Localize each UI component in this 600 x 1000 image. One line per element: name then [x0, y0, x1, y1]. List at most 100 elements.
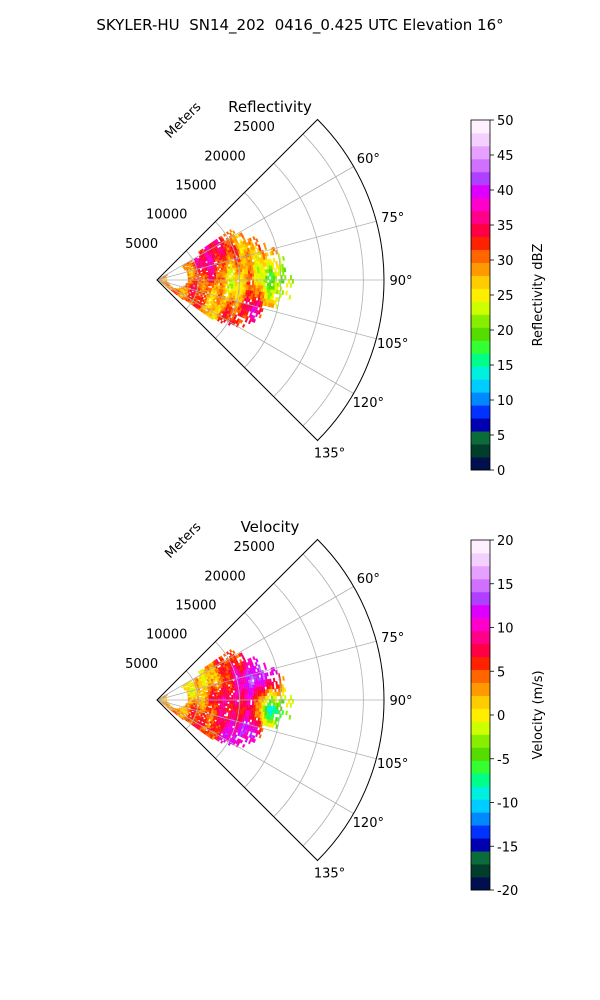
echo-cell [173, 290, 176, 292]
echo-cell [185, 710, 188, 713]
echo-cell [248, 262, 252, 266]
colorbar-swatch [471, 431, 490, 445]
echo-cell [275, 684, 279, 690]
echo-cell [261, 696, 264, 700]
echo-cell [266, 289, 269, 294]
echo-cell [271, 261, 275, 266]
range-tick-label: 5000 [125, 657, 158, 672]
echo-cell [182, 713, 185, 715]
echo-cell [187, 294, 191, 297]
echo-cell [178, 715, 181, 718]
echo-cell [165, 277, 167, 279]
echo-cell [169, 285, 172, 287]
echo-cell [231, 261, 234, 264]
echo-cell [262, 683, 265, 688]
echo-cell [201, 689, 205, 692]
echo-cell [252, 738, 256, 743]
echo-cell [214, 686, 218, 690]
echo-cell [208, 278, 211, 280]
echo-cell [219, 281, 222, 284]
echo-cell [238, 313, 242, 317]
echo-cell [202, 703, 205, 706]
echo-cell [230, 286, 234, 289]
echo-cell [213, 284, 217, 287]
echo-cell [199, 282, 202, 284]
echo-cell [176, 712, 179, 715]
echo-cell [202, 705, 205, 707]
echo-cell [210, 284, 213, 287]
echo-cell [262, 263, 265, 268]
echo-cell [175, 289, 178, 292]
echo-cell [239, 291, 242, 296]
echo-cell [212, 701, 215, 704]
echo-cell [254, 729, 258, 734]
echo-cell [177, 714, 180, 717]
echo-cell [168, 708, 170, 710]
range-axis-label: Meters [162, 100, 204, 142]
echo-cell [248, 295, 251, 300]
echo-cell [269, 678, 272, 683]
echo-cell [210, 276, 213, 279]
echo-cell [216, 281, 219, 284]
echo-cell [174, 711, 177, 714]
echo-cell [263, 692, 266, 697]
echo-cell [212, 685, 215, 688]
echo-cell [259, 288, 262, 293]
echo-cell [206, 314, 210, 317]
echo-cell [275, 264, 279, 270]
echo-cell [164, 282, 167, 284]
echo-cell [198, 298, 201, 301]
echo-cell [257, 273, 260, 277]
echo-cell [213, 736, 217, 740]
echo-cell [166, 703, 169, 705]
echo-cell [272, 685, 275, 690]
echo-cell [213, 708, 216, 711]
echo-cell [179, 290, 182, 292]
echo-cell [191, 296, 194, 299]
echo-cell [206, 695, 209, 697]
echo-cell [238, 716, 242, 721]
echo-cell [253, 270, 256, 274]
echo-cell [261, 715, 265, 720]
echo-cell [215, 286, 218, 289]
echo-cell [233, 713, 236, 717]
echo-cell [206, 693, 209, 696]
echo-cell [233, 711, 237, 715]
echo-cell [207, 690, 211, 693]
echo-cell [208, 273, 211, 276]
echo-cell [253, 687, 256, 692]
echo-cell [169, 289, 172, 291]
colorbar-tick-label: 30 [497, 254, 514, 269]
echo-cell [174, 292, 177, 295]
echo-cell [265, 695, 268, 700]
echo-cell [218, 275, 221, 279]
echo-cell [227, 283, 230, 287]
echo-cell [183, 715, 186, 718]
echo-cell [242, 743, 246, 748]
echo-cell [219, 689, 222, 693]
echo-cell [264, 302, 267, 307]
echo-cell [203, 698, 205, 700]
echo-cell [264, 245, 268, 250]
echo-cell [176, 707, 179, 710]
echo-cell [256, 291, 260, 296]
echo-cell [222, 265, 225, 268]
echo-cell [200, 270, 203, 273]
echo-cell [256, 711, 260, 716]
echo-cell [261, 295, 265, 300]
echo-cell [234, 247, 238, 251]
echo-cell [163, 698, 166, 700]
echo-cell [252, 681, 255, 686]
echo-cell [221, 730, 225, 735]
echo-cell [168, 707, 171, 709]
echo-cell [162, 696, 165, 698]
echo-cell [225, 682, 228, 686]
echo-cell [188, 264, 191, 267]
echo-cell [236, 692, 239, 696]
echo-cell [246, 271, 249, 275]
echo-cell [240, 297, 243, 301]
echo-cell [259, 282, 262, 286]
echo-cell [164, 276, 167, 278]
echo-cell [239, 739, 244, 744]
echo-cell [204, 282, 207, 285]
